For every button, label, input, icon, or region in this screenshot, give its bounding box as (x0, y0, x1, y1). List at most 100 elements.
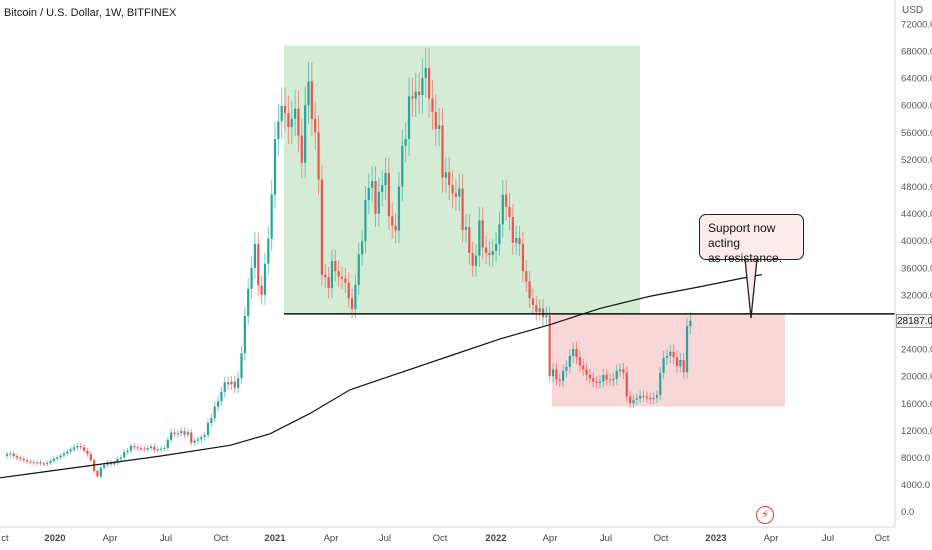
candle-body (253, 244, 256, 268)
moving-average-line (0, 273, 763, 479)
candle-body (488, 252, 491, 255)
candle-body (36, 462, 39, 464)
x-tick-label: 2023 (705, 533, 726, 544)
candle-body (572, 349, 575, 356)
chart-title: Bitcoin / U.S. Dollar, 1W, BITFINEX (4, 7, 177, 19)
y-tick-label: 32000.0 (901, 290, 932, 301)
candle-body (247, 288, 250, 316)
candle-body (267, 238, 270, 264)
candle-body (133, 445, 136, 448)
candle-body (12, 453, 15, 457)
candle-body (324, 274, 327, 278)
y-tick-label: 16000.0 (901, 399, 932, 410)
candle-body (551, 369, 555, 377)
candle-body (548, 315, 551, 377)
candle-body (454, 193, 457, 197)
candlestick-series (5, 47, 692, 479)
candle-body (592, 378, 595, 382)
candle-body (277, 121, 280, 140)
candle-body (535, 305, 538, 312)
candle-body (361, 241, 364, 255)
y-tick-label: 64000.0 (901, 74, 932, 85)
price-axis: 72000.0 68000.0 64000.0 60000.0 56000.0 52000… (901, 19, 932, 518)
candle-body (538, 308, 541, 312)
candle-body (585, 369, 588, 375)
candle-body (196, 439, 200, 441)
candle-body (428, 67, 431, 99)
candle-body (414, 91, 417, 99)
callout-line-1: Support now acting (708, 221, 776, 250)
x-tick-label: Oct (433, 533, 448, 544)
candle-body (183, 431, 186, 435)
x-tick-label: 2021 (264, 533, 286, 544)
candle-body (280, 105, 283, 122)
candle-body (381, 185, 384, 192)
annotation-callout[interactable]: Support now acting as resistance. (699, 214, 804, 265)
candle-body (320, 179, 323, 275)
candle-body (515, 237, 518, 243)
candle-body (518, 237, 521, 245)
candle-body (69, 449, 72, 452)
y-tick-label: 44000.0 (901, 209, 932, 220)
candle-body (176, 433, 179, 435)
candle-body (431, 98, 434, 112)
x-tick-label: Apr (543, 533, 558, 544)
candle-body (448, 172, 451, 186)
candle-body (300, 135, 303, 163)
x-tick-label: Oct (654, 533, 669, 544)
x-tick-label: Oct (214, 533, 229, 544)
candle-body (89, 454, 92, 461)
x-tick-label: Apr (103, 533, 118, 544)
candle-body (675, 357, 679, 367)
candle-body (113, 462, 116, 465)
candle-body (605, 374, 608, 380)
candle-body (629, 396, 632, 404)
candle-body (525, 271, 528, 282)
candle-body (5, 454, 9, 456)
candle-body (66, 451, 69, 454)
candle-body (270, 194, 273, 239)
candle-body (464, 227, 468, 230)
candle-body (123, 452, 126, 458)
currency-label: USD (902, 5, 924, 16)
candle-body (367, 187, 370, 201)
candle-body (166, 439, 169, 449)
candle-body (49, 460, 52, 463)
candle-body (495, 244, 498, 251)
candle-body (307, 81, 310, 106)
candle-body (283, 105, 287, 114)
bull-zone (284, 45, 640, 314)
candle-body (404, 139, 407, 146)
candle-body (588, 374, 591, 379)
candle-body (72, 447, 76, 450)
candle-body (471, 252, 474, 266)
candle-body (290, 118, 293, 127)
candle-body (143, 448, 146, 450)
candle-body (441, 125, 444, 178)
candle-body (263, 263, 267, 295)
candle-body (273, 139, 277, 195)
candle-body (156, 449, 159, 451)
candle-body (257, 244, 260, 286)
y-tick-label: 36000.0 (901, 263, 932, 274)
candle-body (190, 432, 193, 443)
candle-body (521, 244, 524, 272)
candle-body (173, 432, 176, 434)
candle-body (384, 172, 387, 186)
candle-body (347, 282, 350, 299)
candle-body (682, 359, 685, 373)
candle-body (200, 437, 203, 440)
candle-body (558, 379, 561, 381)
candle-body (655, 395, 658, 398)
candle-body (153, 446, 156, 451)
candle-body (578, 357, 581, 366)
candle-body (672, 351, 675, 358)
candle-body (19, 457, 22, 459)
y-tick-label: 68000.0 (901, 47, 932, 58)
candle-body (146, 448, 149, 450)
candle-body (294, 108, 297, 119)
candle-body (180, 431, 183, 434)
tradingview-logo-icon[interactable]: ⚡ (756, 506, 774, 524)
candle-body (327, 277, 330, 289)
